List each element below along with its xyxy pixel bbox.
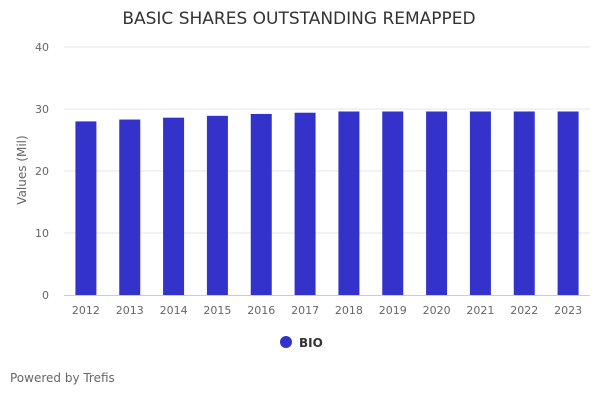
legend-marker-bio xyxy=(280,336,292,348)
bar-2018[interactable] xyxy=(338,111,360,295)
bar-2022[interactable] xyxy=(513,111,535,295)
x-tick-label: 2023 xyxy=(554,304,582,317)
bar-2015[interactable] xyxy=(206,115,228,295)
x-tick-label: 2021 xyxy=(466,304,494,317)
x-tick-label: 2014 xyxy=(160,304,188,317)
bar-2012[interactable] xyxy=(75,121,97,296)
y-tick-label: 0 xyxy=(42,289,49,302)
bar-2014[interactable] xyxy=(163,117,185,296)
x-tick-label: 2018 xyxy=(335,304,363,317)
x-tick-label: 2013 xyxy=(116,304,144,317)
x-tick-label: 2020 xyxy=(423,304,451,317)
bar-2013[interactable] xyxy=(119,119,141,295)
bar-2019[interactable] xyxy=(382,111,404,295)
bar-2016[interactable] xyxy=(250,113,272,296)
bar-2020[interactable] xyxy=(426,111,448,295)
x-tick-label: 2016 xyxy=(247,304,275,317)
bar-2017[interactable] xyxy=(294,112,316,295)
y-tick-label: 10 xyxy=(35,227,49,240)
y-axis-title: Values (Mil) xyxy=(15,135,29,204)
x-tick-label: 2015 xyxy=(203,304,231,317)
bar-series xyxy=(75,111,579,296)
x-tick-label: 2022 xyxy=(510,304,538,317)
credits-text[interactable]: Powered by Trefis xyxy=(10,371,115,385)
gridlines xyxy=(64,46,590,234)
bar-2021[interactable] xyxy=(469,111,491,295)
bar-2023[interactable] xyxy=(557,111,579,295)
legend-label-bio: BIO xyxy=(299,336,323,350)
y-tick-label: 40 xyxy=(35,41,49,54)
chart-title: BASIC SHARES OUTSTANDING REMAPPED xyxy=(122,9,475,29)
legend[interactable]: BIO xyxy=(280,336,323,350)
x-tick-label: 2017 xyxy=(291,304,319,317)
x-tick-label: 2019 xyxy=(379,304,407,317)
x-tick-label: 2012 xyxy=(72,304,100,317)
x-axis-ticks: 2012 2013 2014 2015 2016 2017 2018 2019 2020 2021… xyxy=(72,304,582,317)
y-tick-label: 20 xyxy=(35,165,49,178)
y-tick-label: 30 xyxy=(35,103,49,116)
y-axis-ticks: 0 10 20 30 40 xyxy=(35,41,49,302)
